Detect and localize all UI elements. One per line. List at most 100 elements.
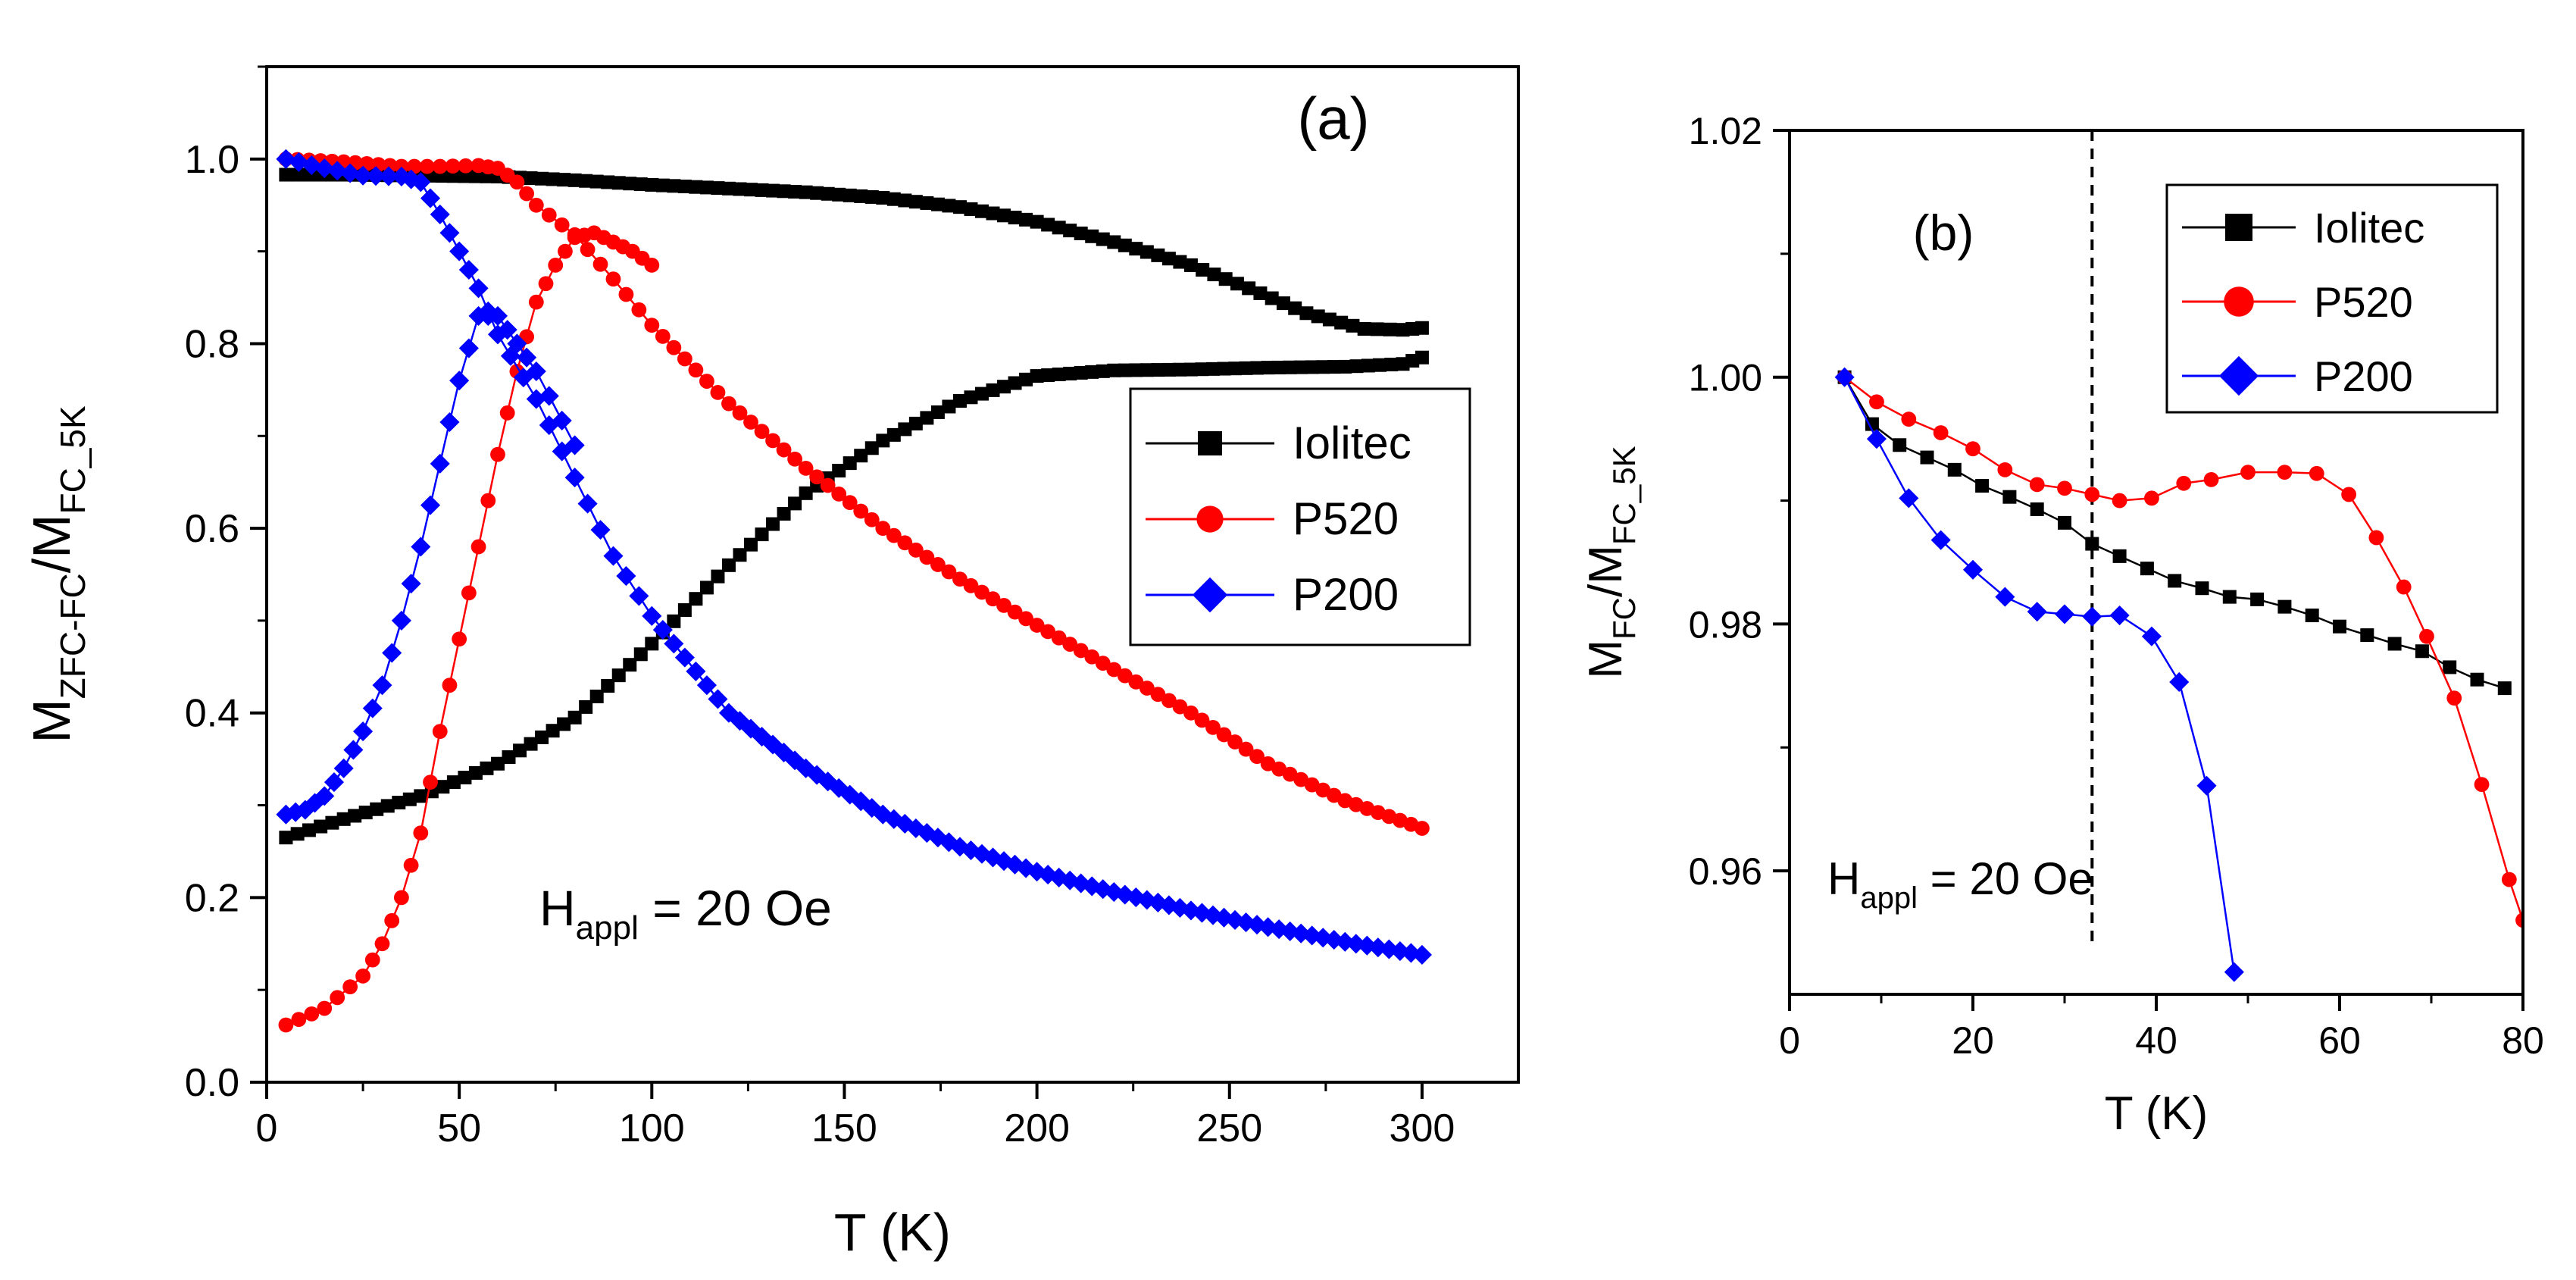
data-point-iolitec	[920, 196, 934, 210]
data-point-iolitec	[1183, 362, 1198, 377]
data-point-p520	[2341, 487, 2357, 502]
legend-marker-p200	[1192, 577, 1228, 613]
data-point-p520	[831, 486, 847, 502]
data-point-p200	[1834, 367, 1855, 387]
data-point-p200	[564, 468, 585, 488]
data-point-p520	[528, 294, 544, 310]
data-point-iolitec	[2002, 490, 2017, 504]
data-point-iolitec	[1218, 272, 1233, 286]
data-point-iolitec	[1183, 258, 1198, 272]
y-tick-label: 0.2	[185, 876, 239, 920]
data-point-p520	[842, 495, 858, 511]
data-point-iolitec	[1019, 372, 1033, 387]
data-point-iolitec	[721, 558, 736, 572]
data-point-p200	[314, 158, 335, 179]
data-point-p520	[445, 158, 461, 174]
data-point-p200	[564, 435, 585, 455]
x-tick-label: 80	[2502, 1019, 2544, 1062]
data-point-iolitec	[2443, 660, 2457, 674]
data-point-iolitec	[524, 171, 538, 186]
data-point-p200	[500, 346, 521, 366]
data-point-iolitec	[1052, 368, 1066, 382]
data-point-iolitec	[810, 186, 824, 200]
data-point-p520	[432, 158, 448, 174]
data-point-iolitec	[546, 172, 560, 186]
data-point-p200	[686, 661, 706, 681]
data-point-iolitec	[655, 178, 670, 192]
y-tick-label: 0.0	[185, 1061, 239, 1105]
data-point-p200	[343, 740, 364, 760]
data-point-p520	[541, 207, 557, 223]
data-point-p520	[2446, 690, 2462, 706]
data-point-p520	[765, 433, 780, 449]
data-point-p520	[1007, 604, 1023, 620]
y-tick-label: 0.4	[185, 692, 239, 736]
data-point-p520	[374, 936, 390, 952]
y-tick-label: 0.8	[185, 322, 239, 366]
data-point-p520	[853, 503, 869, 519]
data-point-p520	[419, 158, 435, 174]
data-point-p520	[2309, 465, 2324, 481]
data-point-iolitec	[1276, 296, 1290, 311]
data-point-iolitec	[1151, 363, 1165, 377]
data-point-iolitec	[645, 637, 659, 651]
data-point-iolitec	[2030, 502, 2044, 516]
data-point-p520	[2144, 490, 2159, 506]
data-point-p520	[952, 571, 968, 587]
data-point-p200	[353, 721, 374, 742]
x-tick-label: 60	[2318, 1019, 2361, 1062]
data-point-iolitec	[1217, 361, 1231, 376]
data-point-iolitec	[1415, 321, 1429, 335]
data-point-p200	[411, 172, 431, 192]
data-point-p520	[1040, 624, 1056, 640]
data-point-iolitec	[567, 173, 582, 187]
data-point-p200	[487, 324, 508, 345]
data-point-iolitec	[1161, 362, 1176, 377]
data-point-p520	[655, 328, 671, 344]
data-point-p520	[1205, 719, 1221, 735]
data-point-iolitec	[1063, 224, 1077, 238]
data-point-iolitec	[1173, 255, 1187, 269]
data-point-iolitec	[1305, 360, 1319, 374]
y-tick-label: 0.96	[1689, 850, 1762, 893]
data-point-p200	[2054, 604, 2075, 624]
data-point-iolitec	[667, 179, 681, 193]
data-point-p520	[1117, 668, 1133, 684]
data-point-iolitec	[1865, 417, 1879, 431]
data-point-iolitec	[1316, 360, 1330, 374]
data-point-iolitec	[290, 167, 305, 182]
data-point-p200	[664, 634, 684, 654]
data-point-iolitec	[2333, 619, 2346, 634]
data-point-iolitec	[832, 464, 846, 478]
data-point-iolitec	[799, 486, 813, 500]
data-point-iolitec	[1118, 363, 1132, 377]
data-point-iolitec	[2415, 644, 2429, 659]
data-point-p520	[776, 442, 792, 458]
data-point-p520	[1084, 649, 1100, 665]
data-point-iolitec	[567, 710, 582, 724]
data-point-iolitec	[864, 189, 879, 204]
data-point-p520	[1933, 425, 1949, 440]
x-tick-label: 150	[811, 1106, 877, 1150]
data-point-p200	[439, 412, 460, 433]
legend-label-iolitec: Iolitec	[2314, 204, 2424, 252]
chart-panel-b: 0 20 40 60 80 0.96 0.98 1.00 1.02 (b) Happl = 20…	[1580, 110, 2544, 1140]
data-point-p520	[461, 585, 477, 601]
data-point-iolitec	[490, 756, 505, 771]
data-point-iolitec	[2168, 574, 2182, 588]
data-point-iolitec	[1129, 242, 1143, 256]
data-point-iolitec	[744, 537, 758, 552]
data-point-p520	[721, 396, 736, 412]
data-point-iolitec	[502, 750, 516, 765]
data-point-iolitec	[645, 177, 659, 192]
data-point-p520	[996, 597, 1011, 613]
data-point-iolitec	[1041, 368, 1055, 383]
data-point-p200	[411, 537, 431, 557]
y-tick-label: 0.6	[185, 507, 239, 551]
data-point-p520	[2368, 530, 2384, 546]
data-point-p200	[302, 155, 322, 175]
data-point-p200	[1411, 944, 1432, 965]
data-point-p520	[538, 276, 554, 292]
legend-label-p200: P200	[2314, 352, 2413, 400]
